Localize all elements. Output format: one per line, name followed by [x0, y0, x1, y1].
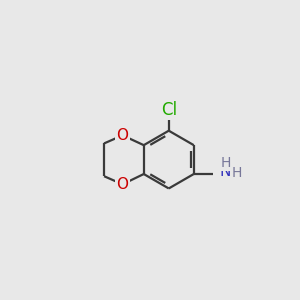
Text: O: O	[117, 128, 129, 143]
Text: H: H	[232, 166, 242, 180]
Text: Cl: Cl	[161, 101, 177, 119]
Text: H: H	[220, 156, 231, 170]
Text: O: O	[117, 177, 129, 192]
Text: N: N	[220, 164, 231, 179]
